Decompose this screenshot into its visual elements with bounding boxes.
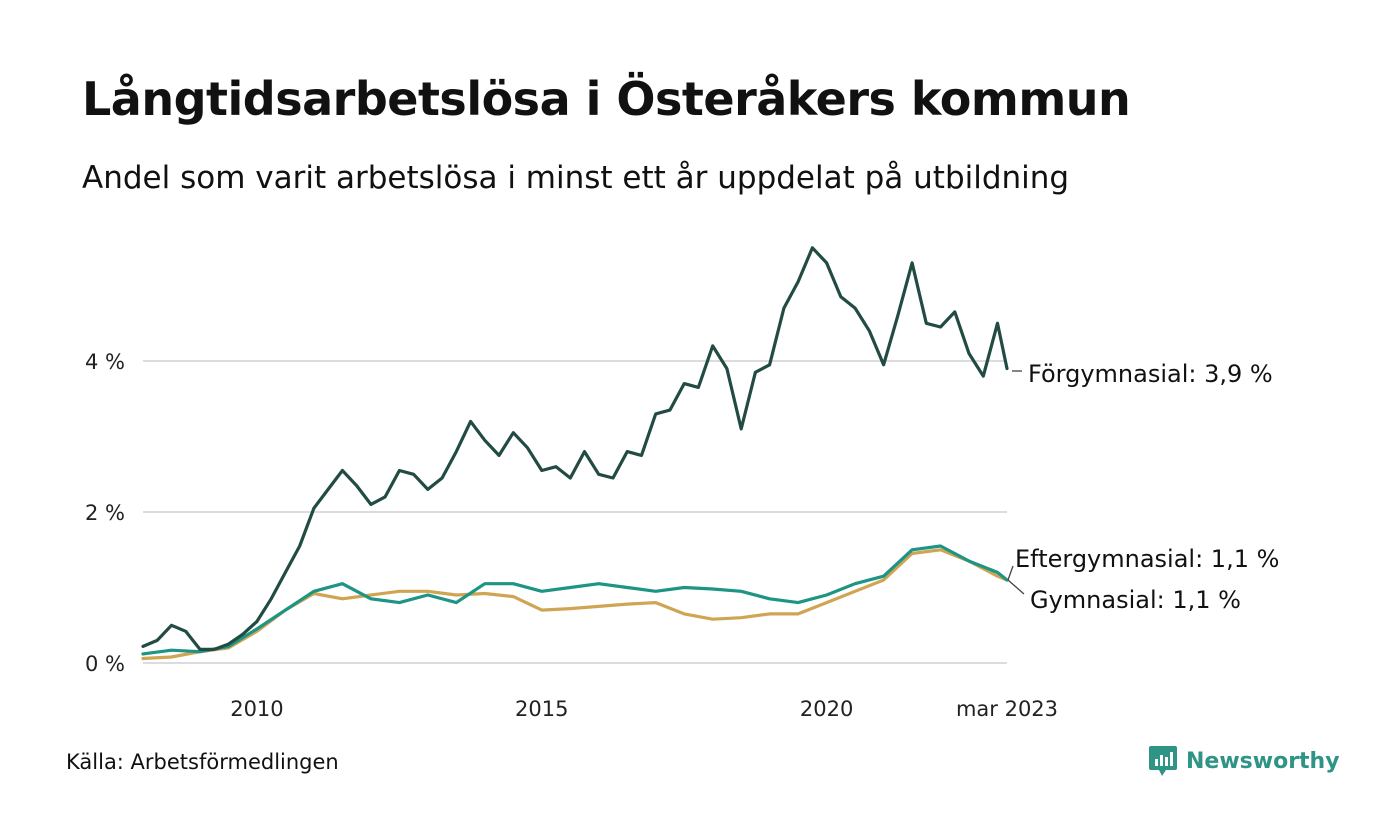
y-tick-label: 4 % [85,350,125,374]
newsworthy-logo-icon [1149,746,1177,776]
label-connector [1007,565,1014,581]
end-label-eftergymnasial: Eftergymnasial: 1,1 % [1015,545,1279,573]
series-line-eftergymnasial [141,544,1009,656]
brand-logo[interactable]: Newsworthy [1148,744,1340,778]
y-tick-label: 0 % [85,652,125,676]
series-line-gymnasial [141,548,1009,661]
end-labels: Förgymnasial: 3,9 % Eftergymnasial: 1,1 %… [1007,360,1279,614]
chart-subtitle: Andel som varit arbetslösa i minst ett å… [82,160,1070,196]
y-tick-label: 2 % [85,501,125,525]
x-tick-label: 2015 [515,697,568,721]
label-connector [1007,579,1025,595]
y-axis-ticks: 0 % 2 % 4 % [85,350,125,676]
chart-title: Långtidsarbetslösa i Österåkers kommun [82,72,1131,126]
x-axis-ticks: 2010 2015 2020 mar 2023 [230,697,1058,721]
brand-name: Newsworthy [1186,748,1340,774]
x-tick-label: 2020 [800,697,853,721]
end-label-förgymnasial: Förgymnasial: 3,9 % [1028,360,1273,388]
source-note: Källa: Arbetsförmedlingen [66,750,339,774]
gridlines [143,360,1007,664]
end-label-gymnasial: Gymnasial: 1,1 % [1030,586,1241,614]
x-tick-label: mar 2023 [956,697,1058,721]
series-lines [141,246,1009,661]
x-tick-label: 2010 [230,697,283,721]
series-line-förgymnasial [141,246,1009,651]
